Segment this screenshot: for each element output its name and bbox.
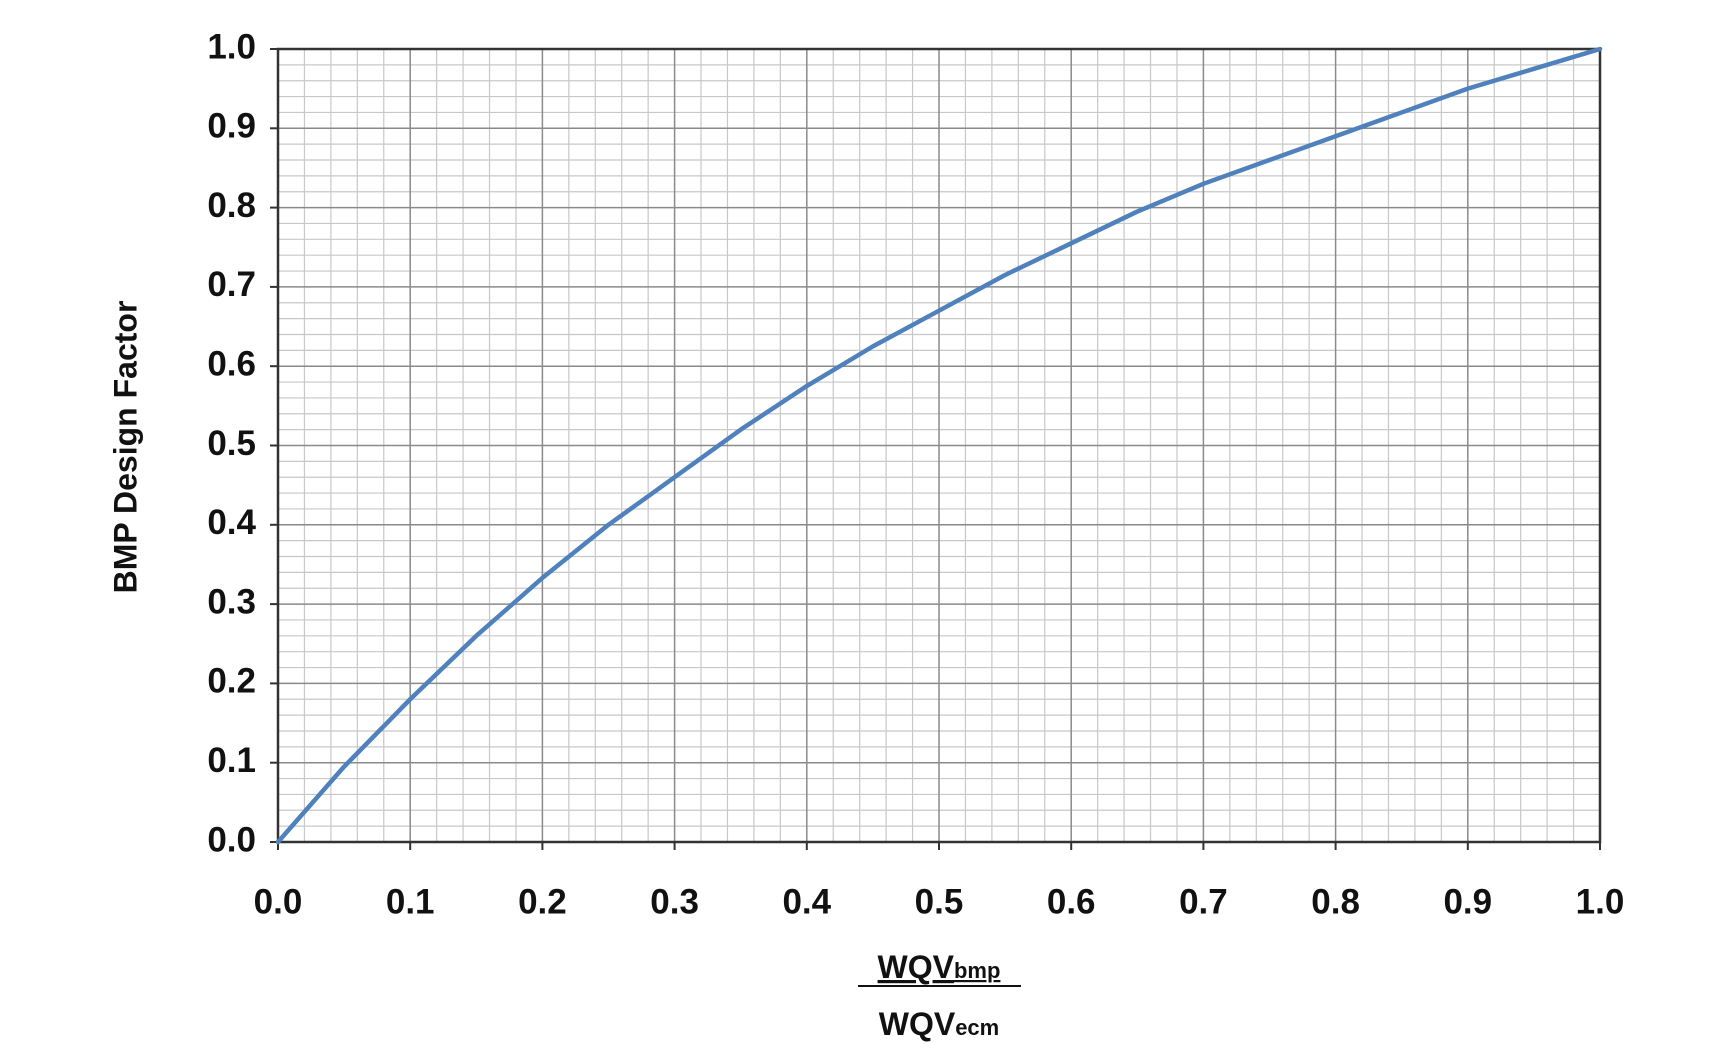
data-line: [275, 46, 1603, 845]
x-tick-label: 0.5: [915, 882, 964, 921]
y-tick-label: 0.2: [207, 662, 256, 701]
x-label-denominator-main: WQV: [879, 1006, 956, 1042]
x-label-numerator-main: WQV: [878, 949, 955, 985]
y-tick-label: 0.6: [207, 344, 256, 383]
x-tick-label: 1.0: [1576, 882, 1625, 921]
x-tick-label: 0.2: [518, 882, 567, 921]
y-axis-label: BMP Design Factor: [107, 301, 143, 594]
y-tick-label: 0.7: [207, 265, 256, 304]
x-tick-label: 0.1: [386, 882, 435, 921]
y-tick-label: 1.0: [207, 27, 256, 66]
y-tick-label: 0.5: [207, 424, 256, 463]
x-tick-label: 0.7: [1179, 882, 1228, 921]
y-tick-label: 0.0: [207, 820, 256, 859]
x-tick-label: 0.4: [782, 882, 831, 921]
x-tick-label: 0.8: [1311, 882, 1360, 921]
y-tick-label: 0.8: [207, 186, 256, 225]
x-label-denominator: WQVecm: [879, 1006, 999, 1042]
plot-frame: [276, 47, 1602, 844]
x-tick-label: 0.6: [1047, 882, 1096, 921]
x-tick-label: 0.3: [650, 882, 699, 921]
y-tick-label: 0.9: [207, 107, 256, 146]
x-label-denominator-sub: ecm: [955, 1015, 999, 1040]
y-tick-label: 0.3: [207, 582, 256, 621]
x-label-numerator-sub: bmp: [954, 958, 1000, 983]
x-tick-label: 0.0: [254, 882, 303, 921]
x-label-numerator: WQVbmp: [878, 949, 1001, 985]
x-tick-label: 0.9: [1443, 882, 1492, 921]
y-tick-label: 0.1: [207, 741, 256, 780]
y-tick-label: 0.4: [207, 503, 256, 542]
